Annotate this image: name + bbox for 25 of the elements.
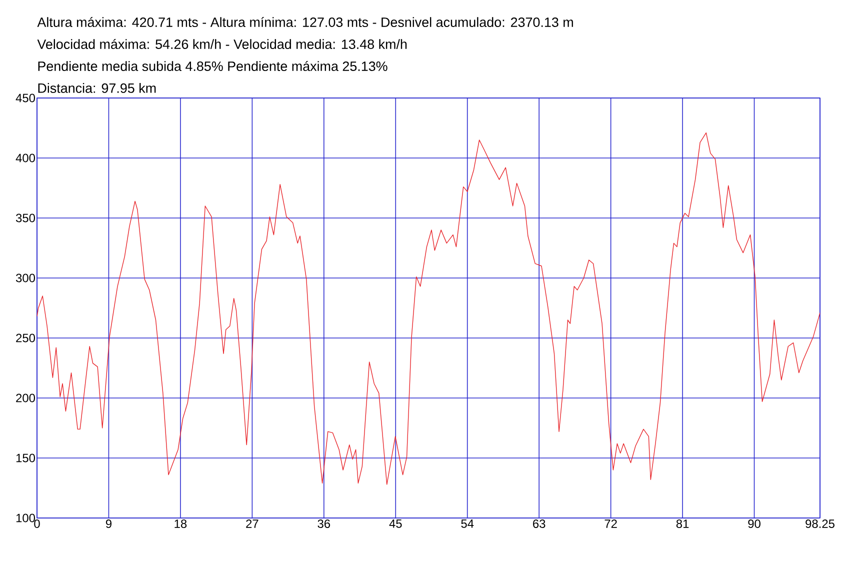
x-tick-label: 36 xyxy=(318,520,330,528)
text: Pendiente media subida 4.85% Pendiente máxima 25.13% xyxy=(38,60,388,72)
y-tick-label: 100 xyxy=(16,514,36,522)
x-tick-label: 0 xyxy=(34,520,40,528)
x-tick-label: 63 xyxy=(533,520,546,528)
x-tick-label: 27 xyxy=(246,520,258,528)
y-tick-label: 200 xyxy=(16,394,36,402)
x-tick-label: 54 xyxy=(461,520,474,528)
x-tick-label: 9 xyxy=(106,520,112,528)
x-tick-label: 45 xyxy=(389,520,402,528)
chart-title: Altura máxima: 420.71 mts - Altura mínima: 127.03 mts - Desnivel acumulado: 2370.13 m xyxy=(37,16,573,28)
x-tick-label: 72 xyxy=(604,520,617,528)
x-tick-label: 98.25 xyxy=(806,520,834,528)
y-tick-label: 150 xyxy=(16,454,36,462)
x-tick-label: 81 xyxy=(676,520,689,528)
x-tick-label: 90 xyxy=(748,520,760,528)
y-tick-label: 400 xyxy=(16,154,36,162)
line-series xyxy=(37,132,820,485)
y-tick-label: 450 xyxy=(16,94,36,102)
chart-subtitle: Velocidad máxima: 54.26 km/h - Velocidad media: 13.48 km/h xyxy=(37,38,407,50)
y-tick-label: 300 xyxy=(16,274,36,282)
x-tick-label: 18 xyxy=(174,520,187,528)
y-tick-label: 250 xyxy=(16,334,36,342)
y-tick-label: 350 xyxy=(16,214,36,222)
text: Distancia: 97.95 km xyxy=(38,83,156,93)
